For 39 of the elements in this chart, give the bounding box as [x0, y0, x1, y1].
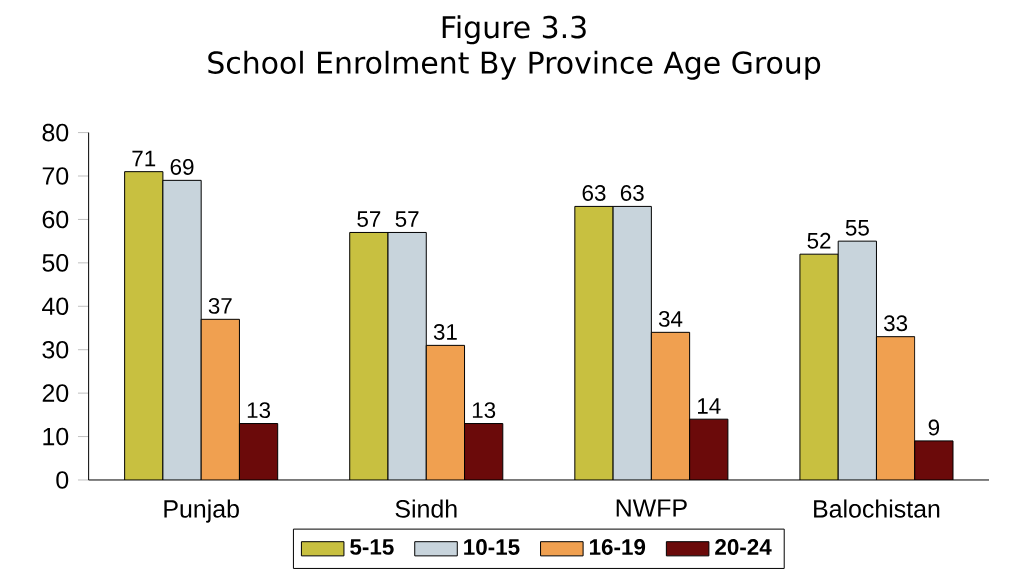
data-label: 57 — [395, 211, 419, 227]
data-label: 63 — [620, 184, 644, 201]
data-label: 13 — [247, 402, 271, 418]
chart-subtitle: School Enrolment By Province Age Group — [208, 50, 821, 80]
y-tick-label: 60 — [42, 210, 69, 229]
bar — [388, 232, 427, 480]
y-tick-label: 10 — [43, 427, 69, 446]
data-label: 14 — [698, 398, 721, 414]
data-label: 63 — [582, 184, 606, 201]
legend-label: 10-15 — [464, 538, 520, 555]
legend-label: 5-15 — [350, 539, 394, 555]
y-tick-label: 50 — [42, 253, 69, 272]
y-tick-label: 20 — [42, 384, 69, 402]
x-tick-label: Punjab — [164, 499, 239, 523]
bar — [837, 240, 877, 480]
data-label: 34 — [658, 310, 683, 327]
x-tick-label: Balochistan — [814, 499, 940, 518]
chart-title: Figure 3.3 — [442, 15, 586, 45]
y-tick-label: 80 — [42, 123, 69, 142]
data-label: 31 — [433, 323, 457, 340]
data-label: 69 — [170, 158, 194, 175]
data-label: 33 — [883, 315, 908, 332]
y-tick-label: 70 — [42, 167, 69, 185]
legend-label: 20-24 — [715, 538, 772, 555]
data-label: 71 — [132, 150, 156, 167]
data-label: 55 — [845, 219, 869, 236]
data-label: 57 — [357, 211, 381, 227]
y-tick-label: 0 — [56, 471, 69, 489]
data-label: 13 — [472, 402, 496, 418]
x-tick-label: Sindh — [395, 499, 457, 518]
bar — [162, 180, 202, 480]
data-label: 52 — [807, 232, 831, 249]
data-label: 9 — [928, 419, 940, 436]
y-tick-label: 40 — [42, 297, 69, 315]
y-tick-label: 30 — [42, 340, 69, 359]
x-tick-label: NWFP — [616, 499, 687, 517]
legend-label: 16-19 — [589, 538, 646, 555]
data-label: 37 — [208, 297, 232, 314]
bar — [613, 206, 652, 480]
